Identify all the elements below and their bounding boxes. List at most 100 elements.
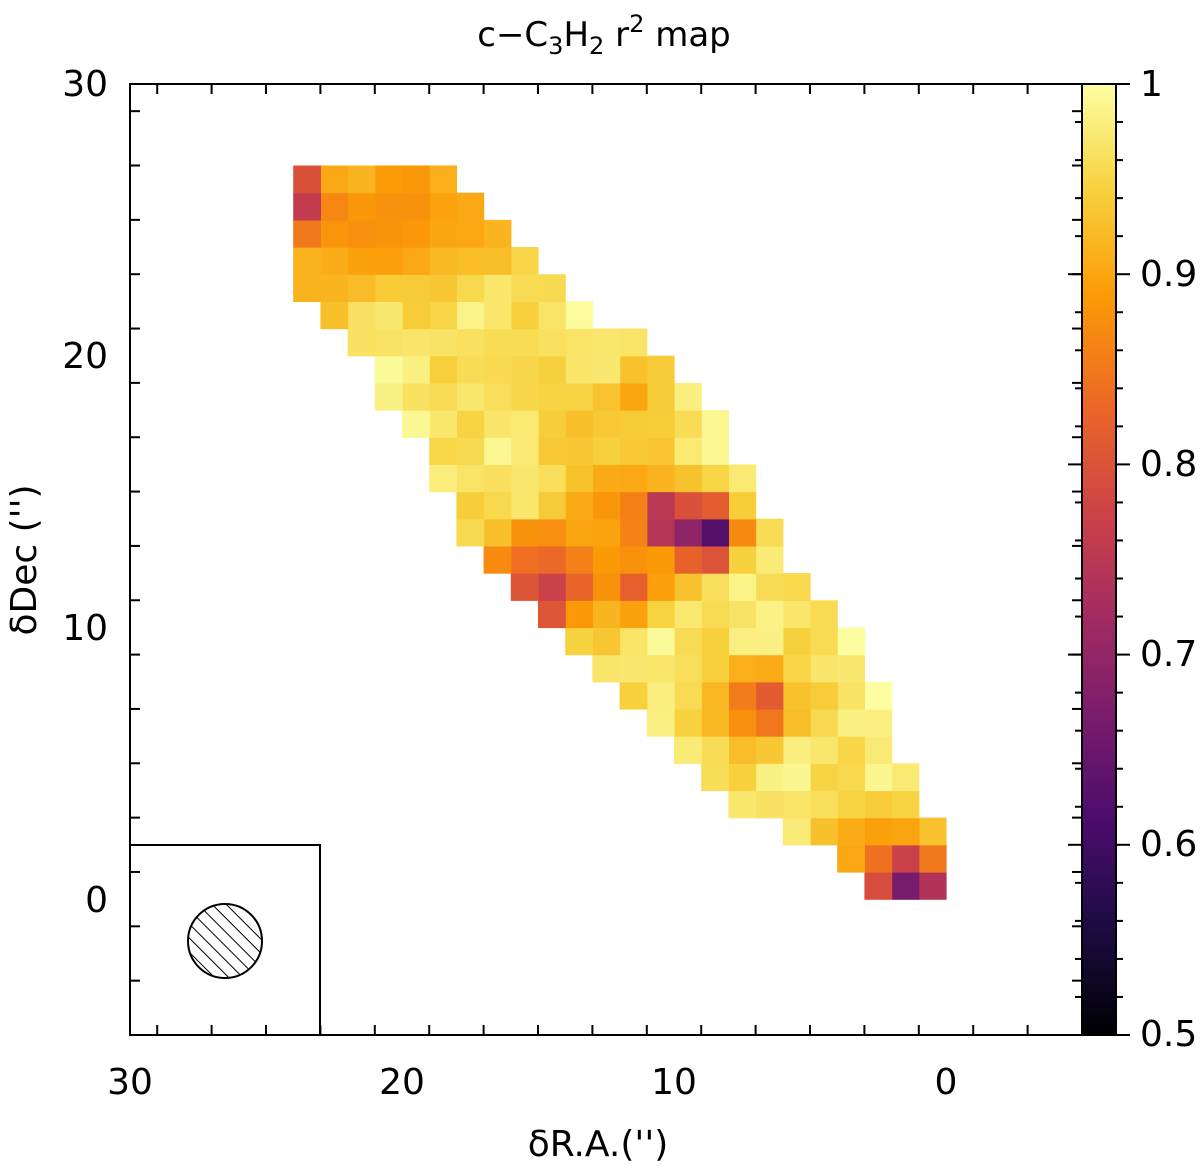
heatmap-cell [810, 681, 838, 710]
heatmap-cell [864, 681, 893, 710]
heatmap-cell [565, 600, 593, 629]
heatmap-cell [728, 491, 757, 520]
heatmap-cell [565, 382, 593, 411]
heatmap-cell [837, 817, 865, 846]
heatmap-cell [728, 627, 757, 656]
x-tick-label: 10 [651, 1062, 697, 1103]
heatmap-cell [701, 410, 729, 438]
heatmap-cell [293, 247, 321, 275]
heatmap-cell [701, 681, 729, 710]
heatmap-cell [592, 654, 621, 683]
heatmap-cell [565, 627, 593, 656]
heatmap-cell [592, 382, 621, 411]
heatmap-cell [347, 274, 376, 302]
heatmap-cell [701, 518, 729, 547]
heatmap-cell [374, 301, 403, 330]
heatmap-cell [402, 410, 430, 438]
heatmap-cell [810, 654, 838, 683]
heatmap-cell [510, 545, 539, 574]
heatmap-cell [538, 464, 566, 493]
heatmap-cell [429, 274, 457, 302]
heatmap-cell [755, 600, 784, 629]
heatmap-cell [891, 790, 920, 819]
heatmap-cell [510, 301, 539, 330]
heatmap-cell [674, 736, 702, 764]
heatmap-cell [782, 600, 811, 629]
heatmap-cell [510, 382, 539, 411]
heatmap-cell [293, 165, 321, 194]
heatmap-cell [864, 790, 893, 819]
heatmap-cell [619, 328, 648, 357]
heatmap-cell [619, 464, 648, 493]
heatmap-cell [674, 382, 702, 411]
colorbar-tick-label: 0.5 [1140, 1014, 1197, 1055]
heatmap-cell [837, 736, 865, 764]
heatmap-cell [347, 219, 376, 248]
heatmap-cell [538, 437, 566, 465]
heatmap-cell [429, 328, 457, 357]
heatmap-cell [510, 573, 539, 601]
heatmap-cell [374, 382, 403, 411]
heatmap-cell [538, 382, 566, 411]
heatmap-cell [837, 790, 865, 819]
heatmap-cell [538, 355, 566, 384]
heatmap-cell [728, 573, 757, 601]
heatmap-cell [755, 654, 784, 683]
beam-ellipse [187, 903, 263, 979]
heatmap-cell [429, 410, 457, 438]
heatmap-cell [674, 545, 702, 574]
heatmap-cell [728, 464, 757, 493]
heatmap-cell [701, 491, 729, 520]
heatmap-cell [782, 817, 811, 846]
heatmap-cell [646, 464, 675, 493]
y-tick-label: 30 [62, 64, 108, 105]
heatmap-cell [456, 247, 485, 275]
heatmap-cell [755, 545, 784, 574]
heatmap-cell [674, 600, 702, 629]
heatmap-cell [483, 491, 512, 520]
heatmap-cell [347, 165, 376, 194]
x-tick-labels: 30 20 10 0 [107, 1062, 957, 1103]
heatmap-cell [864, 763, 893, 792]
heatmap-cell [837, 654, 865, 683]
heatmap-cell [293, 219, 321, 248]
heatmap-cell [646, 437, 675, 465]
heatmap-cell [510, 355, 539, 384]
heatmap-cell [728, 708, 757, 737]
heatmap-cell [674, 410, 702, 438]
heatmap-cell [483, 355, 512, 384]
chart-title: c−C3H2 r2 map [477, 10, 731, 60]
heatmap-cell [701, 464, 729, 493]
heatmap-cell [456, 382, 485, 411]
heatmap-cell [510, 247, 539, 275]
heatmap-cell [293, 274, 321, 302]
heatmap-cell [646, 573, 675, 601]
heatmap-cell [864, 844, 893, 873]
heatmap-cell [782, 736, 811, 764]
heatmap-cell [646, 518, 675, 547]
heatmap-cell [429, 464, 457, 493]
heatmap-cell [918, 872, 947, 900]
heatmap-cell [674, 518, 702, 547]
heatmap-cell [864, 708, 893, 737]
heatmap-cell [674, 491, 702, 520]
heatmap-cell [483, 247, 512, 275]
heatmap-cell [402, 382, 430, 411]
heatmap-cell [701, 627, 729, 656]
heatmap-cell [728, 545, 757, 574]
heatmap-cell [619, 654, 648, 683]
heatmap-cell [646, 708, 675, 737]
heatmap-cell [701, 545, 729, 574]
heatmap-cell [429, 382, 457, 411]
heatmap-cell [646, 382, 675, 411]
heatmap-cell [619, 382, 648, 411]
heatmap-cell [674, 654, 702, 683]
heatmap-cell [347, 328, 376, 357]
heatmap-cell [837, 844, 865, 873]
heatmap-cell [701, 437, 729, 465]
heatmap-cell [320, 301, 349, 330]
heatmap-cell [320, 247, 349, 275]
heatmap-cell [592, 328, 621, 357]
heatmap-cell [510, 518, 539, 547]
